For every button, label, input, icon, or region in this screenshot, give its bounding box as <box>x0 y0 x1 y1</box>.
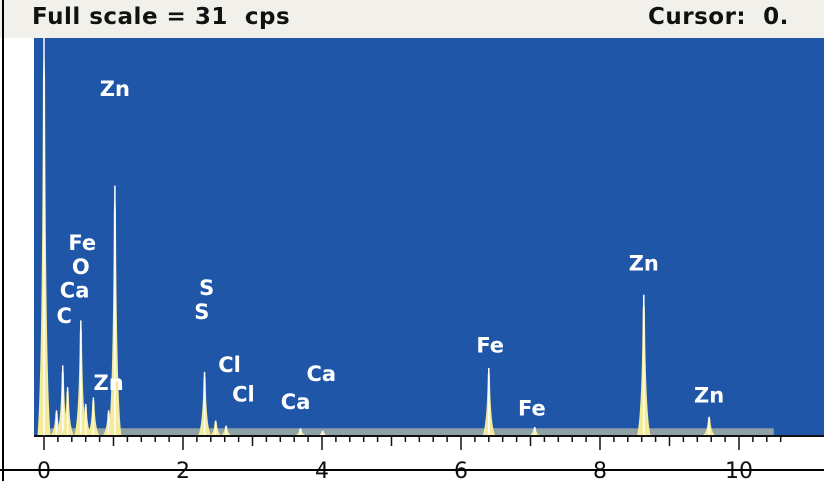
x-axis: 0246810 <box>34 435 824 481</box>
peak-label: Ca <box>60 278 90 302</box>
peak-label: Zn <box>100 77 130 101</box>
peak-label: Zn <box>694 384 724 408</box>
peak-label: S <box>199 276 214 300</box>
peak-label: Cl <box>218 353 241 377</box>
peak-label: Fe <box>518 396 546 420</box>
status-bar: Full scale = 31 cps Cursor: 0. <box>0 0 824 38</box>
peak-label: Zn <box>94 371 124 395</box>
peak-label: Cl <box>232 382 255 406</box>
cursor-readout: Cursor: 0. <box>648 4 789 30</box>
frame-border-left <box>2 0 4 481</box>
full-scale-readout: Full scale = 31 cps <box>32 4 291 30</box>
peak-label: Ca <box>281 390 311 414</box>
plot-background <box>34 38 824 436</box>
peak-label: Fe <box>476 334 504 358</box>
background-signal <box>44 428 774 436</box>
peak-label: Ca <box>307 362 337 386</box>
frame-border-bottom <box>0 469 824 471</box>
spectrum-peaks <box>37 38 774 436</box>
peak-label: S <box>194 300 209 324</box>
peak-label: Zn <box>629 251 659 275</box>
peak-label: O <box>72 255 90 279</box>
peak-label: Fe <box>68 231 96 255</box>
peak-label: C <box>56 304 71 328</box>
